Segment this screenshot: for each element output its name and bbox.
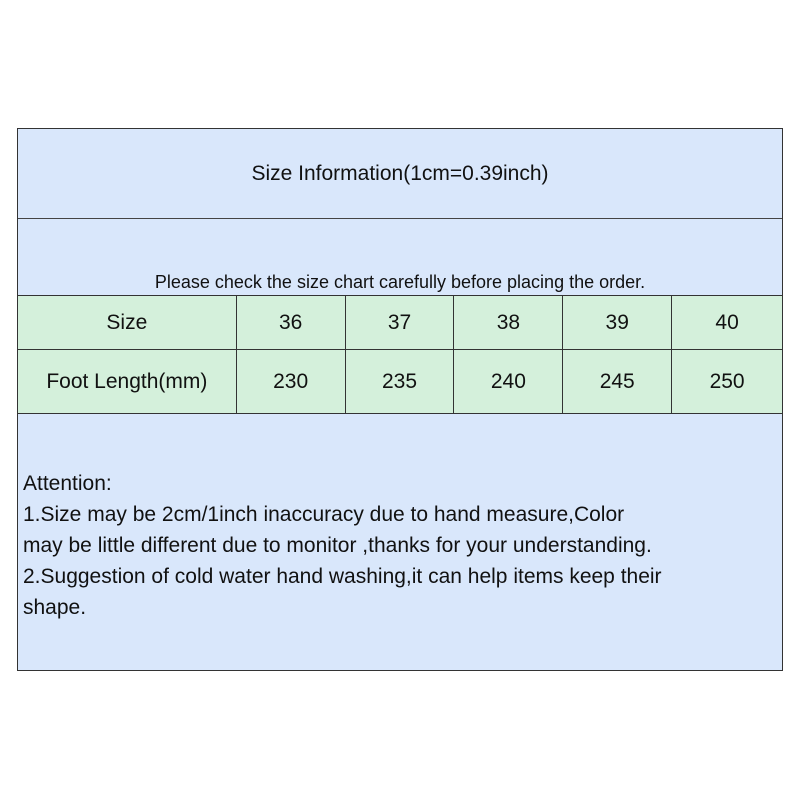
table-cell: 37 [346, 296, 455, 349]
attention-section: Attention: 1.Size may be 2cm/1inch inacc… [18, 414, 782, 670]
chart-title: Size Information(1cm=0.39inch) [18, 129, 782, 219]
row-label: Size [18, 296, 237, 349]
table-row-foot-length: Foot Length(mm) 230 235 240 245 250 [18, 350, 782, 414]
table-cell: 36 [237, 296, 346, 349]
table-row-size: Size 36 37 38 39 40 [18, 296, 782, 350]
table-cell: 235 [346, 350, 455, 413]
chart-note: Please check the size chart carefully be… [18, 219, 782, 296]
table-cell: 230 [237, 350, 346, 413]
row-label: Foot Length(mm) [18, 350, 237, 413]
table-cell: 240 [454, 350, 564, 413]
table-cell: 245 [563, 350, 673, 413]
attention-line: 2.Suggestion of cold water hand washing,… [23, 565, 662, 619]
table-cell: 40 [715, 310, 739, 334]
table-cell: 39 [563, 296, 673, 349]
size-chart: Size Information(1cm=0.39inch) Please ch… [17, 128, 783, 671]
table-cell: 250 [709, 369, 745, 393]
table-cell: 38 [454, 296, 564, 349]
attention-line: 1.Size may be 2cm/1inch inaccuracy due t… [23, 503, 652, 557]
attention-heading: Attention: [23, 472, 112, 495]
